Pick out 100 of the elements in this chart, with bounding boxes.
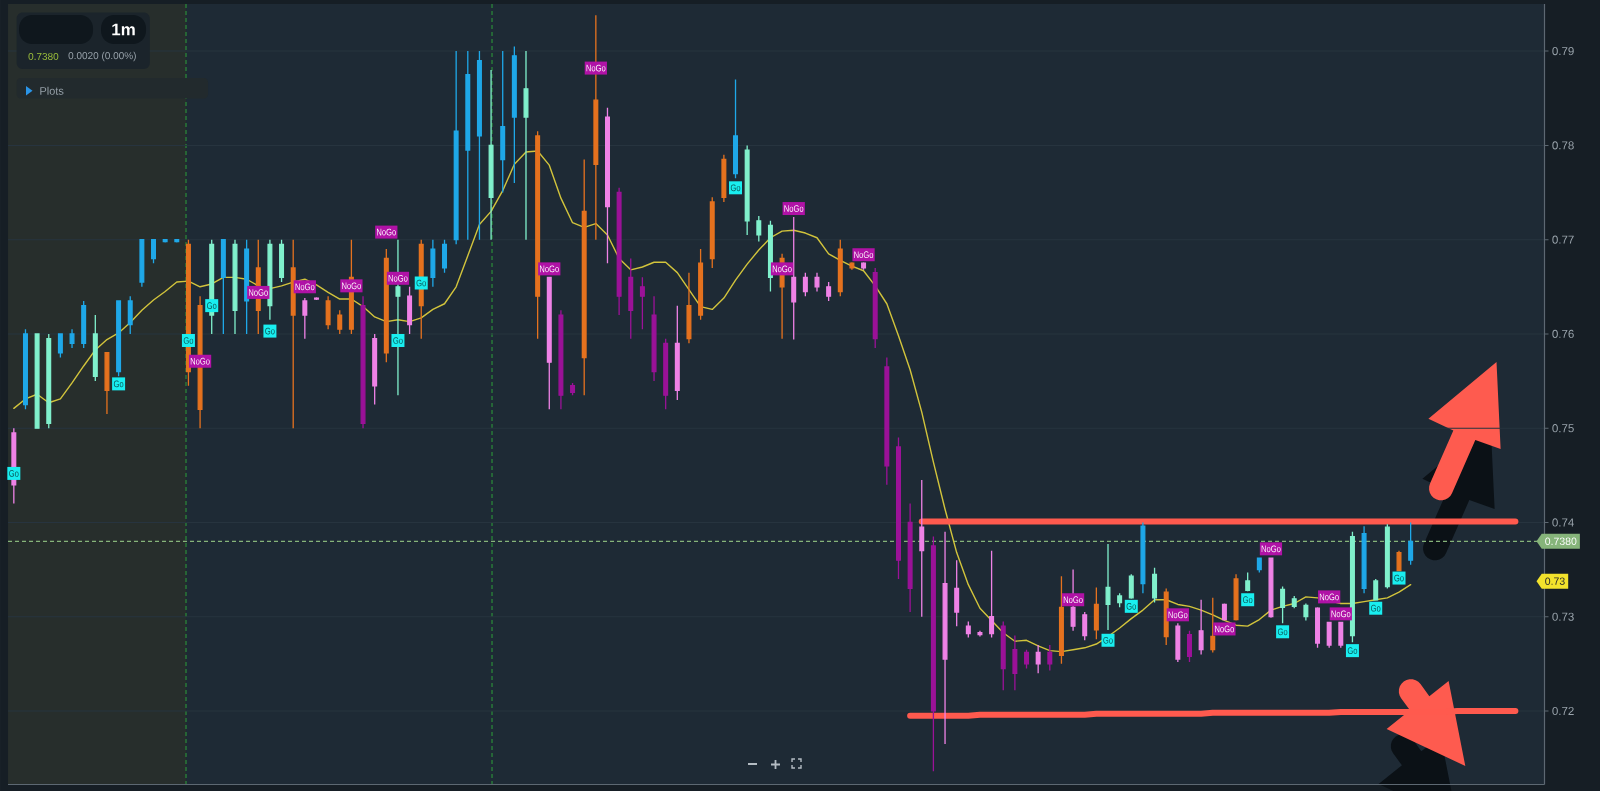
candlestick bbox=[57, 333, 63, 359]
candlestick bbox=[1396, 550, 1402, 572]
candlestick bbox=[162, 239, 168, 244]
text: 0.73 bbox=[1545, 577, 1565, 585]
annotation: 0.0020 (0.00%) bbox=[68, 51, 136, 62]
candlestick bbox=[733, 78, 739, 180]
candlestick bbox=[69, 328, 75, 349]
candlestick bbox=[919, 479, 925, 618]
candlestick bbox=[1245, 571, 1251, 592]
candlestick bbox=[1082, 611, 1088, 641]
candlestick bbox=[1384, 523, 1390, 590]
candlestick bbox=[558, 309, 564, 410]
candlestick bbox=[523, 50, 529, 241]
candlestick bbox=[92, 314, 98, 382]
annotation: 1m bbox=[112, 23, 135, 36]
candlestick bbox=[604, 107, 610, 264]
candlestick bbox=[488, 69, 494, 241]
candlestick bbox=[511, 45, 517, 184]
candlestick bbox=[814, 271, 820, 293]
candlestick bbox=[1186, 630, 1192, 663]
candlestick bbox=[698, 248, 704, 321]
candlestick bbox=[942, 531, 948, 745]
candlestick bbox=[721, 154, 727, 203]
candlestick bbox=[570, 382, 576, 396]
candlestick bbox=[1338, 621, 1344, 649]
candlestick bbox=[174, 239, 180, 244]
candlestick bbox=[1303, 602, 1309, 622]
candlestick bbox=[616, 187, 622, 316]
y-tick-label: 0.73 bbox=[1552, 612, 1574, 621]
candlestick bbox=[1175, 622, 1181, 663]
candlestick bbox=[139, 239, 145, 288]
y-tick-label: 0.77 bbox=[1552, 235, 1574, 244]
y-tick-label: 0.76 bbox=[1552, 329, 1574, 338]
candlestick bbox=[1000, 620, 1006, 691]
candlestick bbox=[861, 261, 867, 271]
candlestick bbox=[1024, 649, 1030, 670]
text: Go bbox=[183, 337, 194, 344]
candlestick bbox=[127, 295, 133, 335]
y-tick-label: 0.75 bbox=[1552, 424, 1574, 433]
candlestick bbox=[674, 304, 680, 401]
candlestick bbox=[1233, 573, 1239, 622]
candlestick bbox=[500, 50, 506, 194]
candlestick bbox=[1315, 606, 1321, 649]
candlestick bbox=[453, 50, 459, 246]
candlestick bbox=[22, 328, 28, 410]
candlestick bbox=[663, 337, 669, 410]
candlestick bbox=[465, 50, 471, 241]
candlestick bbox=[1280, 585, 1286, 624]
candlestick bbox=[1012, 634, 1018, 691]
candlestick bbox=[1093, 586, 1099, 640]
candlestick bbox=[686, 271, 692, 344]
text: Go bbox=[113, 380, 124, 388]
candlestick bbox=[837, 239, 843, 297]
text: Go bbox=[1394, 574, 1404, 582]
candlestick bbox=[1035, 644, 1041, 674]
candlestick bbox=[709, 196, 715, 269]
candlestick bbox=[895, 436, 901, 580]
candlestick bbox=[1373, 578, 1379, 601]
text: Go bbox=[1347, 647, 1358, 654]
candlestick bbox=[977, 630, 983, 638]
candlestick bbox=[313, 296, 319, 301]
candlestick bbox=[442, 239, 448, 274]
text: Go bbox=[1371, 604, 1381, 612]
annotation: 0.7380 bbox=[28, 52, 59, 61]
candlestick bbox=[1291, 595, 1297, 609]
y-tick-label: 0.72 bbox=[1552, 706, 1574, 716]
candlestick bbox=[930, 535, 936, 772]
text: Go bbox=[1277, 628, 1288, 636]
text: Go bbox=[730, 184, 741, 192]
y-tick-label: 0.78 bbox=[1552, 141, 1574, 150]
candlestick bbox=[954, 559, 960, 627]
candlestick bbox=[360, 295, 366, 429]
candlestick bbox=[279, 239, 285, 283]
candlestick bbox=[756, 215, 762, 243]
candlestick bbox=[872, 267, 878, 349]
candlestick bbox=[651, 295, 657, 382]
candlestick bbox=[907, 502, 913, 613]
candlestick bbox=[849, 261, 855, 271]
candlestick bbox=[791, 216, 797, 341]
candlestick bbox=[302, 297, 308, 340]
candlestick bbox=[802, 271, 808, 297]
candlestick bbox=[965, 620, 971, 639]
text: Go bbox=[207, 302, 217, 309]
candlestick bbox=[325, 295, 331, 330]
candlestick bbox=[430, 239, 436, 288]
candlestick bbox=[744, 144, 750, 236]
candlestick bbox=[1105, 543, 1111, 631]
candlestick bbox=[476, 50, 482, 241]
ref-line-label: 0.7380 bbox=[1545, 537, 1577, 545]
candlestick bbox=[639, 276, 645, 330]
y-tick-label: 0.74 bbox=[1552, 518, 1574, 527]
text: Go bbox=[1126, 602, 1137, 610]
candlestick bbox=[337, 309, 343, 335]
candlestick bbox=[1198, 599, 1204, 656]
candlestick bbox=[989, 550, 995, 639]
candlestick bbox=[546, 276, 552, 410]
y-tick-label: 0.79 bbox=[1552, 47, 1574, 56]
candlestick bbox=[151, 239, 157, 264]
candlestick bbox=[1140, 521, 1146, 594]
candlestick bbox=[104, 352, 110, 415]
